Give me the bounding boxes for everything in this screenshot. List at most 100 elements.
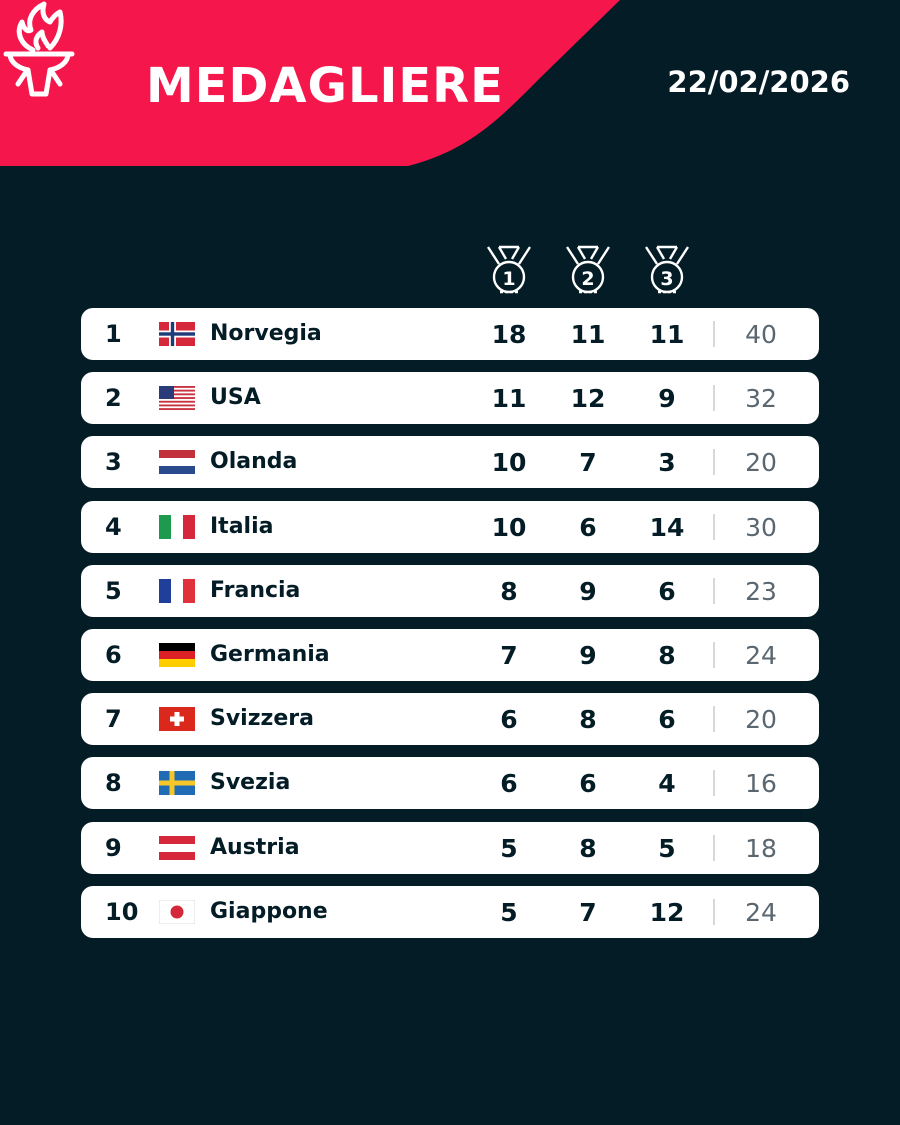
date-label: 22/02/2026 <box>667 65 850 99</box>
rank-cell: 8 <box>105 769 122 798</box>
total-count: 18 <box>745 833 777 863</box>
header-banner: MEDAGLIERE <box>0 0 622 166</box>
total-divider <box>713 513 715 540</box>
country-name: Norvegia <box>210 321 322 346</box>
silver-count: 8 <box>579 705 597 735</box>
table-row: 8 Svezia 6 6 4 16 <box>81 757 819 810</box>
table-row: 5 Francia 8 9 6 23 <box>81 564 819 617</box>
country-name: Giappone <box>210 898 328 924</box>
rank-cell: 7 <box>105 705 122 734</box>
country-name: Germania <box>210 641 330 667</box>
total-count: 24 <box>745 640 777 670</box>
page-title: MEDAGLIERE <box>146 58 504 114</box>
country-name: Francia <box>210 577 301 603</box>
bronze-count: 6 <box>658 576 676 606</box>
bronze-count: 14 <box>649 512 685 542</box>
gold-count: 7 <box>500 640 518 670</box>
rank-cell: 2 <box>105 384 122 413</box>
silver-count: 7 <box>579 897 597 927</box>
medal-1-icon: 1 <box>484 243 534 299</box>
country-name: USA <box>210 385 261 411</box>
country-name: Svizzera <box>210 706 314 732</box>
torch-icon <box>3 1 75 97</box>
medal-3-label: 3 <box>660 268 673 290</box>
table-row: 6 Germania 7 9 8 24 <box>81 628 819 681</box>
rank-cell: 1 <box>105 320 122 348</box>
total-count: 20 <box>745 705 777 735</box>
bronze-count: 6 <box>658 705 676 735</box>
total-divider <box>713 449 715 476</box>
silver-count: 9 <box>579 576 597 606</box>
gold-count: 6 <box>500 769 518 799</box>
medal-3-icon: 3 <box>642 243 692 299</box>
country-name: Olanda <box>210 449 298 475</box>
silver-count: 6 <box>579 769 597 799</box>
table-row: 3 Olanda 10 7 3 20 <box>81 436 819 489</box>
rank-cell: 5 <box>105 576 122 605</box>
total-count: 40 <box>745 320 777 349</box>
italy-flag-icon <box>159 514 195 539</box>
total-divider <box>713 770 715 797</box>
bronze-count: 12 <box>649 897 685 927</box>
silver-count: 9 <box>579 640 597 670</box>
norway-flag-icon <box>159 322 195 346</box>
gold-count: 5 <box>500 833 518 863</box>
total-divider <box>713 385 715 412</box>
rank-cell: 9 <box>105 833 122 862</box>
gold-count: 11 <box>491 384 527 414</box>
medal-1-label: 1 <box>502 268 515 290</box>
japan-flag-icon <box>159 899 195 924</box>
table-row: 9 Austria 5 8 5 18 <box>81 821 819 874</box>
total-divider <box>713 898 715 925</box>
bronze-count: 3 <box>658 448 676 478</box>
silver-count: 11 <box>570 320 606 349</box>
total-count: 24 <box>745 897 777 927</box>
total-count: 23 <box>745 576 777 606</box>
sweden-flag-icon <box>159 771 195 796</box>
total-divider <box>713 706 715 733</box>
silver-count: 7 <box>579 448 597 478</box>
gold-count: 6 <box>500 705 518 735</box>
table-row: 1 Norvegia 18 11 11 40 <box>81 308 819 360</box>
bronze-count: 11 <box>649 320 685 349</box>
austria-flag-icon <box>159 835 195 860</box>
total-divider <box>713 834 715 861</box>
gold-count: 10 <box>491 448 527 478</box>
total-count: 20 <box>745 448 777 478</box>
bronze-count: 5 <box>658 833 676 863</box>
total-count: 32 <box>745 384 777 414</box>
bronze-count: 9 <box>658 384 676 414</box>
silver-count: 12 <box>570 384 606 414</box>
bronze-count: 8 <box>658 640 676 670</box>
table-row: 7 Svizzera 6 8 6 20 <box>81 693 819 746</box>
rank-cell: 4 <box>105 512 122 541</box>
total-count: 30 <box>745 512 777 542</box>
gold-count: 10 <box>491 512 527 542</box>
germany-flag-icon <box>159 642 195 667</box>
table-row: 2 USA 11 12 9 32 <box>81 372 819 425</box>
rank-cell: 10 <box>105 897 139 926</box>
header-banner-shape <box>0 0 620 166</box>
total-divider <box>713 321 715 347</box>
bronze-count: 4 <box>658 769 676 799</box>
table-row: 4 Italia 10 6 14 30 <box>81 500 819 553</box>
country-name: Italia <box>210 513 274 539</box>
usa-flag-icon <box>159 386 195 411</box>
medal-2-label: 2 <box>581 268 594 290</box>
silver-count: 8 <box>579 833 597 863</box>
gold-count: 8 <box>500 576 518 606</box>
medal-2-icon: 2 <box>563 243 613 299</box>
table-row: 10 Giappone 5 7 12 24 <box>81 885 819 938</box>
netherlands-flag-icon <box>159 450 195 475</box>
total-count: 16 <box>745 769 777 799</box>
medal-table: 1 Norvegia 18 11 11 40 2 USA 11 <box>81 308 819 950</box>
switzerland-flag-icon <box>159 707 195 732</box>
france-flag-icon <box>159 578 195 603</box>
rank-cell: 3 <box>105 448 122 477</box>
gold-count: 5 <box>500 897 518 927</box>
total-divider <box>713 577 715 604</box>
gold-count: 18 <box>491 320 527 349</box>
total-divider <box>713 641 715 668</box>
silver-count: 6 <box>579 512 597 542</box>
rank-cell: 6 <box>105 640 122 669</box>
